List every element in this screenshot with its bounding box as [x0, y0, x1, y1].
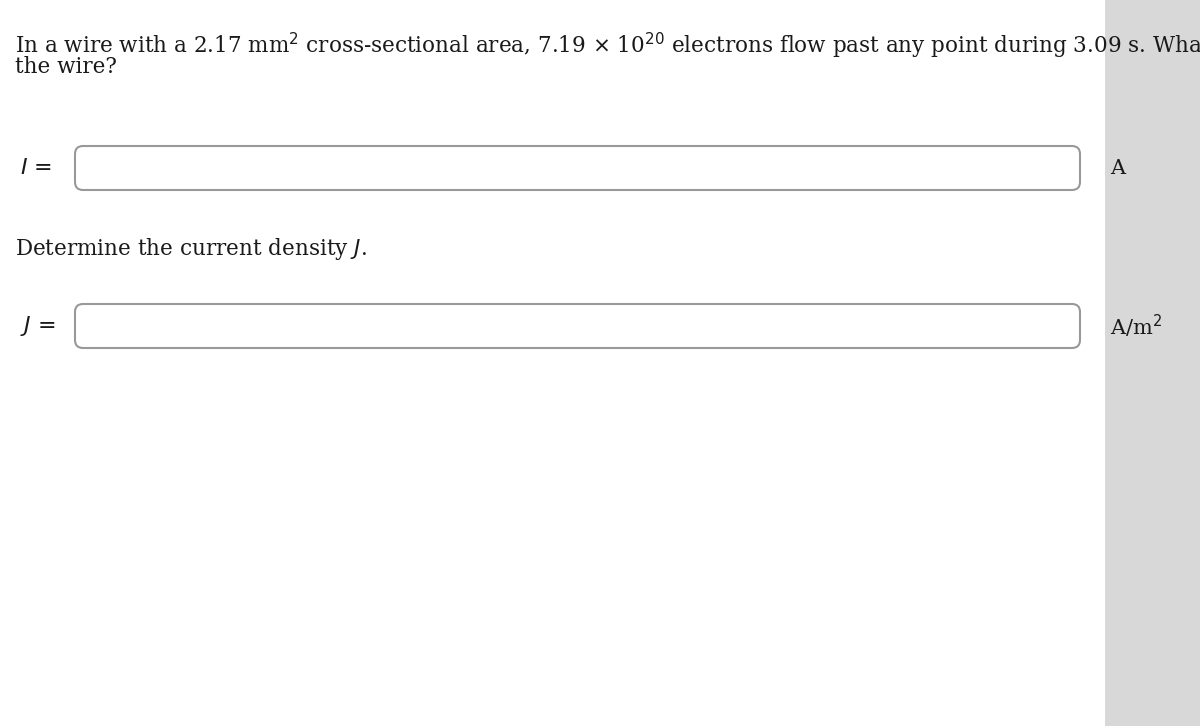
FancyBboxPatch shape	[74, 146, 1080, 190]
Text: $I$ =: $I$ =	[20, 157, 52, 179]
Text: In a wire with a 2.17 mm$^2$ cross-sectional area, 7.19 $\times$ 10$^{20}$ elect: In a wire with a 2.17 mm$^2$ cross-secti…	[14, 31, 1200, 61]
Text: the wire?: the wire?	[14, 56, 116, 78]
Text: A: A	[1110, 158, 1126, 177]
Text: A/m$^2$: A/m$^2$	[1110, 312, 1162, 340]
Text: $J$ =: $J$ =	[20, 314, 55, 338]
FancyBboxPatch shape	[74, 304, 1080, 348]
Bar	[1105, 0, 1200, 726]
Text: Determine the current density $J$.: Determine the current density $J$.	[14, 236, 367, 262]
